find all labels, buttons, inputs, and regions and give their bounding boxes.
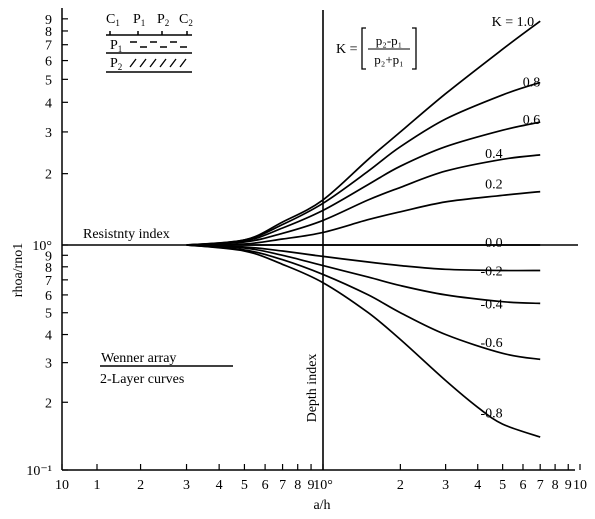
- series-label: -0.6: [480, 336, 502, 351]
- k-formula-lhs: K =: [336, 42, 358, 57]
- k-formula-denominator: p₂+p₁: [374, 52, 403, 67]
- y-tick-label: 5: [45, 307, 52, 322]
- y-tick-label: 4: [45, 329, 52, 344]
- inset-layer2-hatch: [129, 58, 187, 68]
- series-label: 0.4: [485, 147, 503, 162]
- y-tick-label: 7: [45, 274, 52, 289]
- inset-layer1-dashes: [130, 41, 187, 48]
- k-formula-bracket-right: [412, 27, 417, 70]
- x-tick-label: 9: [308, 478, 315, 493]
- k-formula-numerator: p₂-p₁: [376, 33, 402, 48]
- x-tick-label: 2: [397, 478, 404, 493]
- inset-layer1-label: P1: [110, 38, 122, 54]
- series-label: -0.2: [480, 265, 502, 280]
- y-tick-label: 10⁻¹: [26, 464, 52, 479]
- inset-electrode-p1: P1: [133, 12, 145, 28]
- series-line: [186, 121, 541, 246]
- y-tick-label: 7: [45, 39, 52, 54]
- x-tick-label: 10: [55, 478, 69, 493]
- series-label: 0.6: [523, 113, 541, 128]
- x-tick-label: 10°: [313, 478, 333, 493]
- y-tick-label: 8: [45, 25, 52, 40]
- layer-inset-diagram: C1 P1 P2 C2 P1 P2: [106, 12, 193, 73]
- series-label: 0.0: [485, 236, 503, 251]
- series-line: [186, 244, 541, 272]
- series-line: [186, 190, 541, 246]
- k-formula-bracket-left: [361, 27, 366, 70]
- x-tick-label: 6: [262, 478, 269, 493]
- y-tick-label: 6: [45, 55, 52, 70]
- series-lines: [186, 20, 541, 438]
- x-tick-label: 8: [294, 478, 301, 493]
- x-tick-label: 9: [565, 478, 572, 493]
- y-tick-label: 9: [45, 13, 52, 28]
- inset-electrode-p2: P2: [157, 12, 169, 28]
- y-tick-label: 2: [45, 168, 52, 183]
- series-label: -0.4: [480, 297, 502, 312]
- series-line: [186, 20, 541, 246]
- series-label: K = 1.0: [492, 15, 535, 30]
- y-tick-label: 6: [45, 289, 52, 304]
- series-line: [186, 244, 541, 438]
- legend-line2: 2-Layer curves: [100, 372, 184, 387]
- x-tick-label: 4: [474, 478, 481, 493]
- y-tick-label: 10°: [32, 239, 52, 254]
- legend-line1: Wenner array: [101, 351, 176, 366]
- x-axis-label: a/h: [313, 498, 330, 513]
- x-tick-label: 5: [241, 478, 248, 493]
- x-tick-label: 8: [552, 478, 559, 493]
- x-ticks: 10 1 2 3 4 5 6 7 8 910° 2 3 4 5 6 7 8 9 10: [55, 464, 587, 493]
- legend: Wenner array 2-Layer curves: [100, 351, 233, 387]
- y-axis-label: rhoa/rno1: [11, 243, 26, 297]
- y-tick-label: 5: [45, 73, 52, 88]
- inset-layer2-label: P2: [110, 56, 122, 72]
- series-line: [186, 244, 541, 305]
- series-labels: K = 1.0 0.8 0.6 0.4 0.2 0.0 -0.2 -0.4 -0.6 -0.8: [480, 15, 540, 421]
- series-label: 0.8: [523, 75, 541, 90]
- x-tick-label: 7: [537, 478, 544, 493]
- inset-electrode-c2: C2: [179, 12, 193, 28]
- y-tick-label: 2: [45, 396, 52, 411]
- series-line: [186, 154, 541, 246]
- x-tick-label: 3: [183, 478, 190, 493]
- x-tick-label: 5: [499, 478, 506, 493]
- resistivity-index-label: Resistnty index: [83, 227, 170, 242]
- y-tick-label: 8: [45, 261, 52, 276]
- y-tick-label: 3: [45, 126, 52, 141]
- x-tick-label: 4: [216, 478, 223, 493]
- x-tick-label: 10: [573, 478, 587, 493]
- k-formula: K = p₂-p₁ p₂+p₁: [336, 27, 417, 70]
- series-label: -0.8: [480, 407, 502, 422]
- x-tick-label: 2: [137, 478, 144, 493]
- x-tick-label: 3: [442, 478, 449, 493]
- series-line: [186, 244, 541, 361]
- x-tick-label: 6: [519, 478, 526, 493]
- inset-electrode-c1: C1: [106, 12, 120, 28]
- series-line: [186, 81, 541, 246]
- x-tick-label: 1: [94, 478, 101, 493]
- y-tick-label: 4: [45, 96, 52, 111]
- depth-index-label: Depth index: [305, 354, 320, 423]
- y-tick-label: 9: [45, 249, 52, 264]
- x-tick-label: 7: [279, 478, 286, 493]
- series-label: 0.2: [485, 177, 503, 192]
- y-tick-label: 3: [45, 357, 52, 372]
